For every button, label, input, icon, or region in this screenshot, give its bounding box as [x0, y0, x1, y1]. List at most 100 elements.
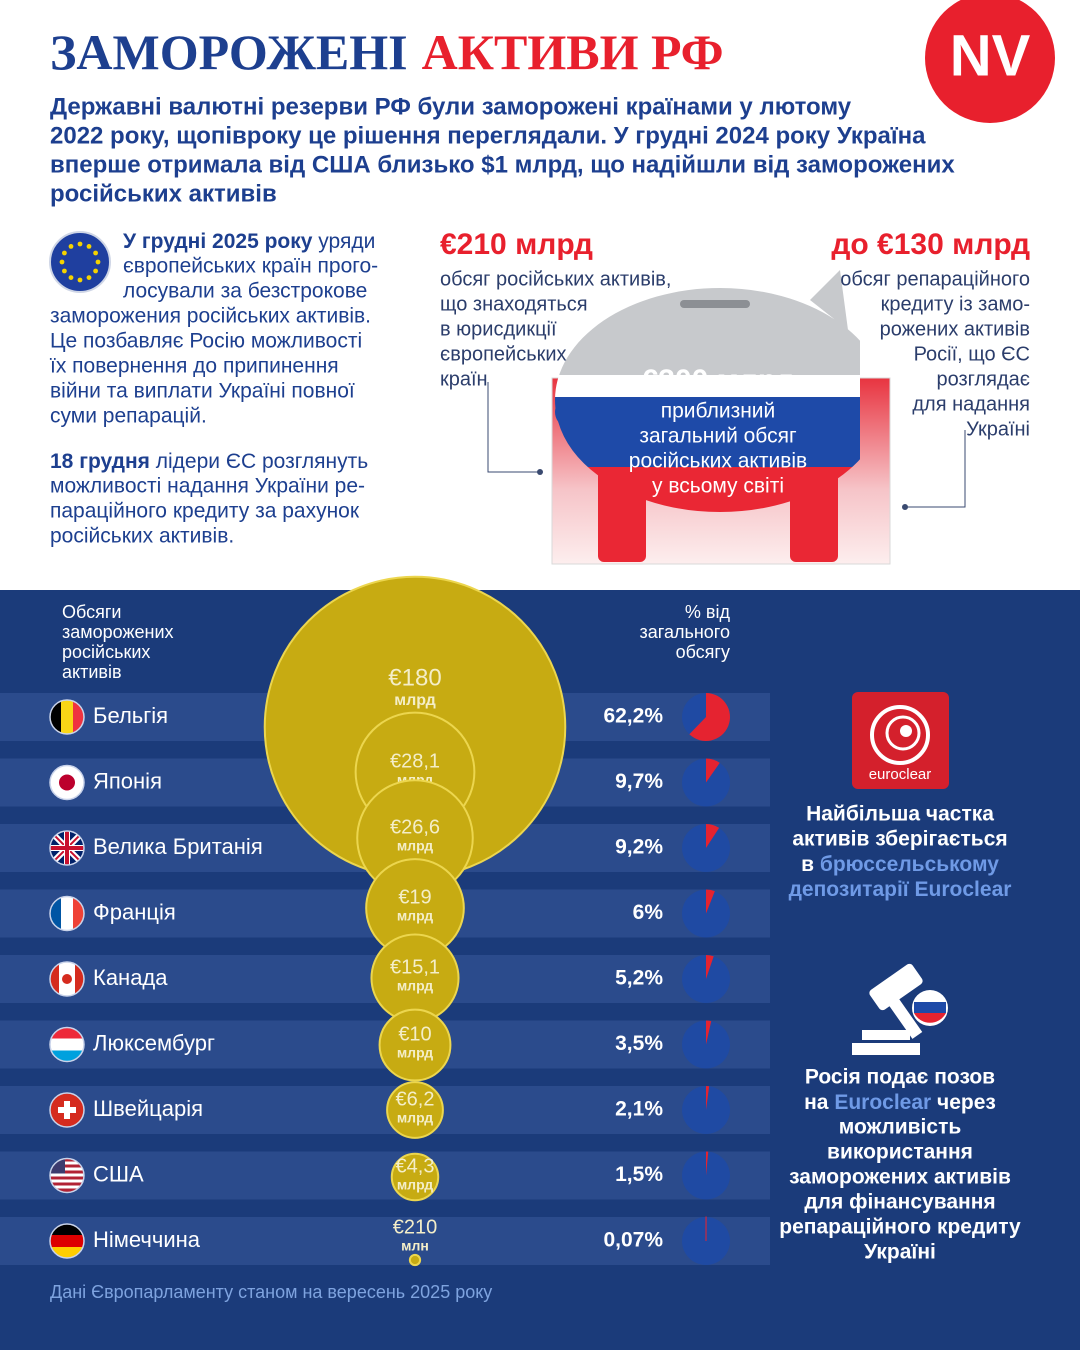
- star: [93, 250, 98, 256]
- star: [95, 259, 101, 265]
- flag: [50, 1224, 84, 1258]
- flag-part: [73, 896, 84, 931]
- title-blue: ЗАМОРОЖЕНІ: [50, 24, 408, 80]
- flag-part: [61, 896, 73, 931]
- flag: [50, 765, 84, 800]
- share-label: 62,2%: [603, 705, 663, 728]
- flag-part: [50, 700, 61, 734]
- country-label: Німеччина: [93, 1227, 201, 1252]
- pie-slice: [706, 758, 720, 783]
- eu-assets-text: європейських: [440, 343, 567, 365]
- flag-part: [59, 774, 75, 791]
- share-label: 9,2%: [615, 836, 663, 859]
- pie-slice: [706, 889, 715, 914]
- euroclear-text-part: брюссельському: [820, 853, 999, 876]
- loan-text: кредиту із замо-: [881, 293, 1030, 315]
- bubble-value-label: €10: [398, 1023, 431, 1045]
- bubble: [390, 1152, 440, 1202]
- flag-part: [50, 1247, 84, 1258]
- share-label: 3,5%: [615, 1032, 663, 1055]
- lawsuit-text-part: на: [804, 1091, 834, 1114]
- bubble-unit-label: млрд: [397, 838, 433, 854]
- loan-text: Україні: [966, 418, 1030, 440]
- share-label: 1,5%: [615, 1163, 663, 1186]
- flag: [50, 700, 84, 734]
- flag-part: [73, 700, 84, 734]
- flag-part: [50, 1176, 84, 1180]
- star: [93, 268, 98, 274]
- world-text: загальний обсяг: [639, 425, 797, 448]
- bubble-value-label: €180: [388, 664, 441, 691]
- intro2-text: 18 грудня лідери ЄС розглянуть: [50, 450, 368, 473]
- euroclear-swirl: [870, 705, 930, 765]
- flag-ring: [49, 764, 85, 801]
- intro-text: їх повернення до припинення: [49, 355, 339, 378]
- intro-text: європейських країн прого-: [123, 255, 378, 278]
- logo-circle: [925, 0, 1055, 123]
- flag: [50, 1093, 84, 1127]
- euroclear-text: в брюссельському: [801, 853, 999, 876]
- lawsuit-text: Росія подає позов: [805, 1066, 995, 1089]
- lawsuit-text: використання: [827, 1141, 973, 1164]
- size-label: активів: [62, 662, 122, 682]
- country-label: Люксембург: [93, 1030, 215, 1055]
- flag-part: [50, 1188, 84, 1193]
- intro2-text: російських активів.: [50, 525, 234, 548]
- intro-text: заморожения російських активів.: [50, 305, 371, 328]
- source: Дані Європарламенту станом на вересень 2…: [50, 1282, 492, 1302]
- flag-part: [50, 962, 59, 996]
- top-background: [0, 0, 1080, 590]
- loan-text: для надання: [912, 393, 1030, 415]
- subtitle: вперше отримала від США близько $1 млрд,…: [50, 151, 955, 178]
- share-label: 6%: [633, 901, 664, 924]
- intro-text: Це позбавляє Росію можливості: [50, 330, 362, 353]
- intro2-text: можливості надання України ре-: [50, 475, 365, 498]
- flag-ring: [49, 895, 85, 932]
- bubble-value-label: €15,1: [390, 956, 440, 978]
- lawsuit-text: на Euroclear через: [804, 1091, 996, 1114]
- flag-ring: [49, 1223, 85, 1259]
- flag-part: [50, 1164, 84, 1168]
- flag: [50, 1158, 84, 1193]
- subtitle: російських активів: [50, 180, 277, 207]
- title: ЗАМОРОЖЕНІ АКТИВИ РФ: [50, 24, 724, 80]
- euroclear-text: Найбільша частка: [806, 803, 994, 826]
- pie-slice: [706, 1086, 710, 1110]
- bubble-value-label: €28,1: [390, 750, 440, 772]
- eu-stars: [59, 241, 101, 283]
- euroclear-logo-text: euroclear: [869, 766, 932, 783]
- star: [62, 268, 67, 274]
- flag-ring: [49, 699, 85, 735]
- loan-amount: до €130 млрд: [831, 228, 1030, 261]
- flag-part: [50, 1170, 84, 1174]
- size-label: російських: [62, 642, 150, 662]
- world-amount: €300 млрд: [642, 364, 795, 397]
- flag-part: [50, 1050, 84, 1062]
- star: [68, 275, 74, 280]
- intro-text-part: уряди: [312, 230, 375, 253]
- intro-text: лосували за безстрокове: [123, 280, 367, 303]
- eu-assets-text: що знаходяться: [440, 293, 588, 315]
- loan-text: розглядає: [936, 368, 1030, 390]
- bubble: [386, 1081, 444, 1139]
- bubble-value-label: €210: [393, 1216, 438, 1238]
- euroclear-text-part: в: [801, 853, 820, 876]
- bubble: [408, 1253, 422, 1267]
- row-stripe: [0, 1151, 770, 1200]
- connector-dot: [537, 469, 543, 475]
- country-label: Канада: [93, 965, 168, 990]
- euroclear-text: активів зберігається: [792, 828, 1007, 851]
- pie-slice: [706, 824, 720, 848]
- euroclear-swirl: [900, 725, 912, 737]
- flag-ring: [49, 830, 85, 866]
- country-label: Франція: [93, 899, 176, 924]
- world-text: російських активів: [629, 450, 807, 473]
- flag-part: [62, 974, 72, 984]
- coin-slot: [680, 300, 750, 308]
- intro2-text-part: лідери ЄС розглянуть: [150, 450, 368, 473]
- share-label: 5,2%: [615, 967, 663, 990]
- flag-part: [50, 846, 84, 850]
- intro-text: У грудні 2025 року уряди: [123, 230, 375, 253]
- bubble-value-label: €4,3: [396, 1155, 435, 1177]
- flag-part: [50, 1235, 84, 1247]
